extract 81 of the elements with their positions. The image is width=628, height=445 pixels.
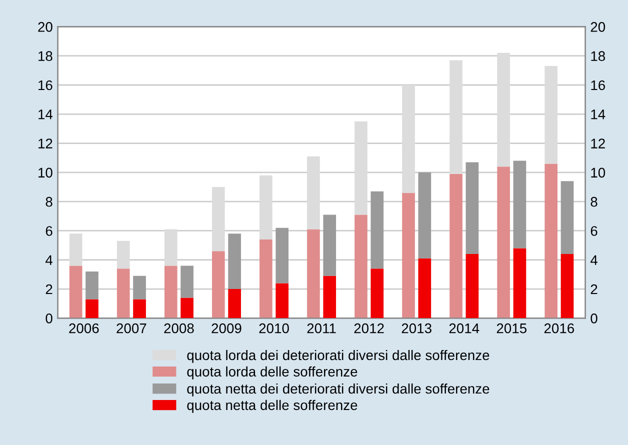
y2-tick-label: 16	[591, 80, 605, 90]
bar	[133, 276, 146, 300]
bar	[513, 160, 526, 248]
bar	[133, 299, 146, 318]
bar	[69, 266, 82, 318]
bar	[116, 268, 130, 318]
bar	[307, 156, 320, 230]
y2-tick-label: 6	[590, 226, 598, 236]
bar	[370, 191, 384, 269]
y2-tick-label: 10	[591, 168, 606, 178]
x-tick-label: 2016	[544, 323, 574, 334]
x-tick-label: 2006	[69, 323, 99, 334]
bar	[450, 60, 462, 174]
x-tick-label: 2009	[212, 323, 242, 334]
y2-tick-label: 8	[590, 196, 598, 207]
bar	[418, 172, 432, 258]
y-tick-label: 16	[38, 80, 52, 90]
legend-label: quota lorda dei deteriorati diversi dalle sofferenze	[187, 350, 490, 363]
bar	[402, 192, 415, 318]
bar	[260, 239, 272, 318]
y-tick-label: 18	[38, 51, 52, 62]
bar	[466, 254, 479, 318]
bar	[180, 266, 194, 298]
bar	[497, 166, 510, 318]
x-tick-label: 2014	[449, 323, 480, 334]
legend-label: quota netta dei deteriorati diversi dalle sofferenze	[187, 383, 490, 396]
bar	[228, 234, 241, 290]
y2-tick-label: 2	[590, 284, 598, 294]
bar	[402, 84, 415, 193]
bar	[260, 175, 272, 240]
bar	[180, 298, 194, 318]
x-tick-label: 2015	[496, 323, 526, 334]
y2-tick-label: 0	[590, 314, 598, 324]
legend-label: quota netta delle sofferenze	[187, 400, 358, 413]
y-tick-label: 12	[38, 138, 52, 148]
y-tick-label: 10	[38, 168, 52, 178]
x-tick-label: 2008	[164, 323, 194, 334]
legend-label: quota lorda delle sofferenze	[187, 366, 358, 380]
bar	[513, 248, 526, 318]
bar	[212, 187, 225, 252]
y-tick-label: 20	[38, 22, 52, 32]
bar	[560, 181, 574, 254]
bar	[354, 214, 368, 318]
bar	[276, 283, 289, 318]
bar	[116, 240, 130, 269]
bar	[544, 164, 558, 318]
bar	[69, 234, 82, 266]
y-tick-label: 8	[46, 196, 52, 207]
bar	[418, 258, 432, 318]
bar	[354, 121, 368, 215]
y2-tick-label: 4	[590, 255, 598, 265]
y-tick-label: 4	[46, 255, 53, 265]
x-tick-label: 2013	[402, 323, 432, 334]
bar	[544, 66, 558, 164]
bar	[323, 214, 336, 276]
bar	[164, 266, 178, 318]
bar	[466, 162, 479, 254]
bar	[370, 268, 384, 318]
bar	[86, 272, 98, 300]
y-tick-label: 14	[38, 110, 53, 120]
x-tick-label: 2010	[259, 323, 289, 334]
x-tick-label: 2012	[354, 323, 384, 334]
bar	[307, 229, 320, 318]
x-tick-label: 2011	[307, 323, 336, 334]
y2-tick-label: 14	[591, 110, 606, 120]
y2-tick-label: 12	[591, 138, 605, 148]
bar	[450, 174, 462, 318]
bar	[164, 229, 178, 266]
y2-tick-label: 18	[591, 51, 605, 62]
y2-tick-label: 20	[590, 22, 606, 32]
bar	[212, 251, 225, 318]
bar	[497, 52, 510, 167]
x-tick-label: 2007	[116, 323, 146, 334]
bar	[323, 276, 336, 318]
y-tick-label: 0	[46, 314, 52, 324]
y-tick-label: 2	[46, 284, 52, 294]
bar	[276, 228, 289, 284]
y-tick-label: 6	[46, 226, 52, 236]
bar	[86, 299, 98, 318]
bar	[228, 289, 241, 318]
bar	[560, 254, 574, 318]
